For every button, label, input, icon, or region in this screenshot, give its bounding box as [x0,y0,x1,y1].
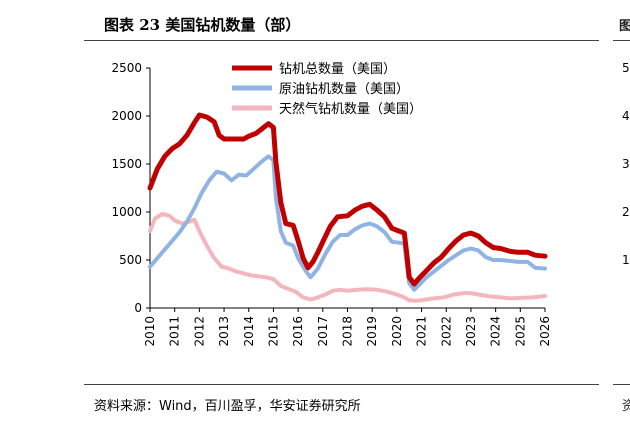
x-tick-label: 2022 [439,316,453,347]
neighbor-tick-label: 3 [622,157,630,171]
x-tick-label: 2011 [168,316,182,347]
legend-label-3: 天然气钻机数量（美国） [279,101,422,117]
legend-label-1: 钻机总数量（美国） [279,62,396,77]
y-tick-label: 0 [134,301,142,315]
y-tick-label: 2000 [111,109,142,123]
source-separator [84,384,599,385]
chart-title: 图表 23 美国钻机数量（部） [104,16,301,34]
series-line-2 [148,154,547,292]
x-tick-label: 2017 [316,316,330,347]
neighbor-title-glyph: 图 [619,19,630,34]
x-tick-label: 2025 [513,316,527,347]
y-tick-label: 2500 [111,61,142,75]
x-tick-label: 2014 [242,316,256,347]
series-line-1 [147,112,548,287]
neighbor-tick-label: 1 [622,253,630,267]
x-tick-label: 2023 [464,316,478,347]
legend-label-2: 原油钻机数量（美国） [279,82,409,97]
x-tick-label: 2016 [291,316,305,347]
x-tick-label: 2012 [192,316,206,347]
x-tick-label: 2015 [266,316,280,347]
y-tick-label: 500 [119,253,142,267]
y-tick-label: 1500 [111,157,142,171]
neighbor-tick-label: 5 [622,61,630,75]
neighbor-source-glyph: 资 [622,399,630,414]
neighbor-source-separator [613,384,630,385]
x-tick-label: 2021 [415,316,429,347]
x-tick-label: 2013 [217,316,231,347]
x-tick-label: 2019 [365,316,379,347]
source-note: 资料来源：Wind，百川盈孚，华安证券研究所 [94,399,361,414]
x-tick-label: 2010 [143,316,157,347]
legend: 钻机总数量（美国） 原油钻机数量（美国） 天然气钻机数量（美国） [232,62,422,117]
x-tick-label: 2020 [390,316,404,347]
axes: 0 500 1000 1500 2000 2500 2010 2011 2012 2013 2014… [111,61,552,347]
x-tick-label: 2026 [538,316,552,347]
y-tick-label: 1000 [111,205,142,219]
x-tick-label: 2024 [489,316,503,347]
x-tick-label: 2018 [341,316,355,347]
neighbor-tick-label: 2 [622,205,630,219]
title-underline [84,40,599,41]
series-lines [147,112,548,303]
neighbor-title-underline [613,40,630,41]
neighbor-chart-ticks: 5 4 3 2 1 [622,61,630,267]
neighbor-tick-label: 4 [622,109,630,123]
series-line-3 [148,211,547,303]
